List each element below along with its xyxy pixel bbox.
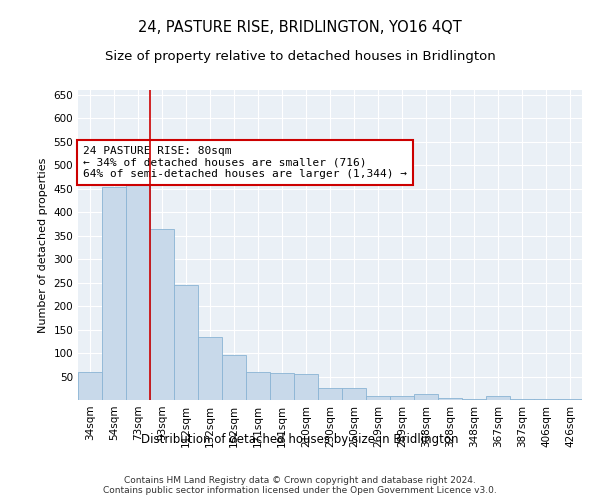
Bar <box>462 399 486 400</box>
Bar <box>534 398 558 400</box>
Text: Size of property relative to detached houses in Bridlington: Size of property relative to detached ho… <box>104 50 496 63</box>
Bar <box>126 152 150 400</box>
Bar <box>438 398 462 400</box>
Bar <box>150 228 174 400</box>
Bar <box>270 373 294 400</box>
Bar <box>78 372 102 400</box>
Bar <box>318 388 342 400</box>
Y-axis label: Number of detached properties: Number of detached properties <box>38 158 48 332</box>
Bar <box>198 336 222 400</box>
Bar <box>174 285 198 400</box>
Bar <box>414 394 438 400</box>
Bar <box>246 372 270 400</box>
Text: Distribution of detached houses by size in Bridlington: Distribution of detached houses by size … <box>141 432 459 446</box>
Bar <box>366 396 390 400</box>
Text: 24 PASTURE RISE: 80sqm
← 34% of detached houses are smaller (716)
64% of semi-de: 24 PASTURE RISE: 80sqm ← 34% of detached… <box>83 146 407 179</box>
Bar <box>222 356 246 400</box>
Bar <box>294 374 318 400</box>
Text: 24, PASTURE RISE, BRIDLINGTON, YO16 4QT: 24, PASTURE RISE, BRIDLINGTON, YO16 4QT <box>138 20 462 35</box>
Bar <box>558 398 582 400</box>
Bar <box>486 396 510 400</box>
Bar <box>510 398 534 400</box>
Text: Contains HM Land Registry data © Crown copyright and database right 2024.
Contai: Contains HM Land Registry data © Crown c… <box>103 476 497 495</box>
Bar <box>102 187 126 400</box>
Bar <box>390 396 414 400</box>
Bar <box>342 388 366 400</box>
